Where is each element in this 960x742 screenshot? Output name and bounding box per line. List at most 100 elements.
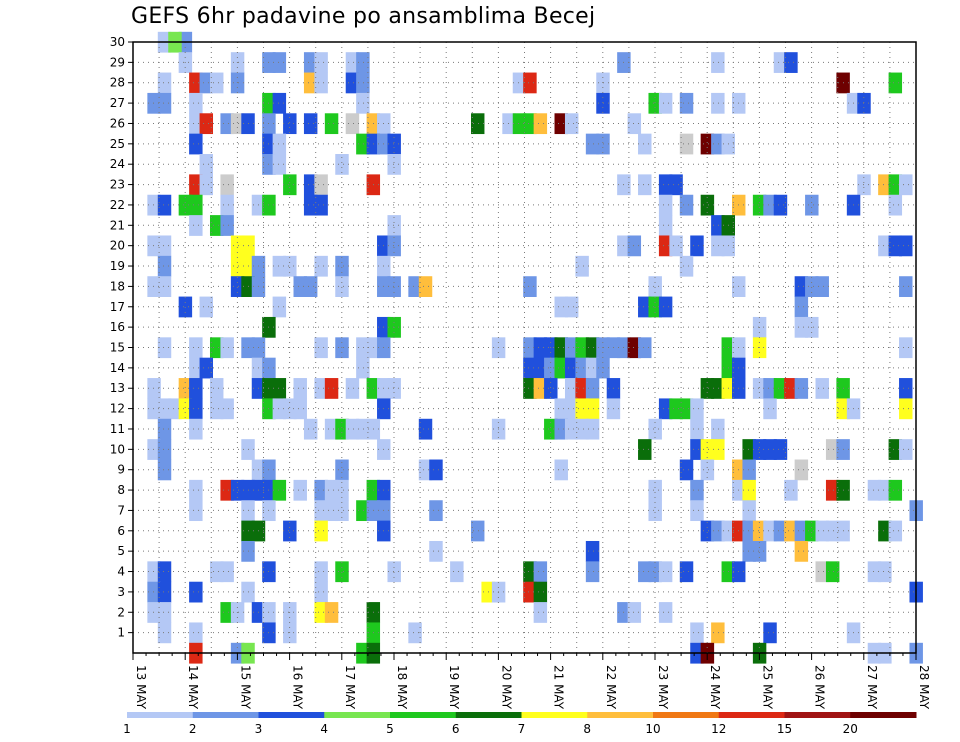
heatmap-cell bbox=[627, 337, 642, 359]
heatmap-cell bbox=[585, 378, 600, 399]
heatmap-cell bbox=[293, 378, 307, 399]
heatmap-cell bbox=[825, 479, 840, 501]
heatmap-cell bbox=[638, 337, 652, 359]
heatmap-cell bbox=[700, 439, 715, 460]
colorbar-segment bbox=[455, 712, 522, 718]
y-tick-label: 5 bbox=[117, 544, 125, 558]
heatmap-cell bbox=[658, 561, 673, 583]
heatmap-cell bbox=[523, 113, 537, 135]
heatmap-cell bbox=[324, 418, 339, 440]
heatmap-cell bbox=[189, 194, 203, 216]
heatmap-cell bbox=[189, 92, 203, 114]
heatmap-cell bbox=[189, 72, 203, 94]
heatmap-cell bbox=[178, 296, 193, 318]
heatmap-cell bbox=[303, 194, 318, 216]
colorbar-label: 10 bbox=[645, 722, 660, 736]
heatmap-cell bbox=[147, 581, 161, 603]
heatmap-cell bbox=[418, 418, 433, 440]
heatmap-cell bbox=[199, 113, 214, 135]
heatmap-cell bbox=[450, 561, 464, 583]
heatmap-cell bbox=[345, 72, 360, 94]
heatmap-cell bbox=[805, 194, 819, 216]
heatmap-cell bbox=[199, 72, 214, 94]
heatmap-cell bbox=[658, 174, 673, 196]
heatmap-cell bbox=[283, 255, 297, 277]
heatmap-cell bbox=[293, 479, 307, 501]
heatmap-cell bbox=[147, 378, 161, 399]
heatmap-cell bbox=[147, 561, 161, 583]
heatmap-cell bbox=[356, 92, 370, 114]
heatmap-cell bbox=[335, 500, 349, 522]
colorbar-segment bbox=[587, 712, 654, 718]
heatmap-cell bbox=[752, 194, 767, 216]
heatmap-cell bbox=[888, 235, 903, 257]
heatmap-cell bbox=[147, 602, 161, 623]
heatmap-cell bbox=[711, 439, 725, 460]
heatmap-cell bbox=[773, 194, 788, 216]
heatmap-cell bbox=[805, 520, 819, 542]
heatmap-cell bbox=[575, 418, 589, 440]
heatmap-cell bbox=[157, 398, 172, 420]
colorbar-segment bbox=[653, 712, 720, 718]
heatmap-cell bbox=[888, 439, 903, 460]
y-tick-label: 2 bbox=[117, 605, 125, 619]
colorbar-segment bbox=[324, 712, 391, 718]
heatmap-cell bbox=[523, 561, 537, 583]
heatmap-cell bbox=[763, 622, 777, 644]
heatmap-cell bbox=[711, 520, 725, 542]
y-tick-label: 25 bbox=[110, 137, 125, 151]
heatmap-cell bbox=[209, 72, 224, 94]
heatmap-cell bbox=[857, 92, 871, 114]
colorbar-segment bbox=[390, 712, 457, 718]
heatmap-cell bbox=[752, 520, 767, 542]
y-tick-label: 8 bbox=[117, 483, 125, 497]
heatmap-cell bbox=[324, 500, 339, 522]
colorbar-label: 15 bbox=[777, 722, 792, 736]
heatmap-cell bbox=[512, 72, 527, 94]
heatmap-cell bbox=[230, 235, 245, 257]
heatmap-cell bbox=[220, 194, 234, 216]
heatmap-cell bbox=[867, 479, 882, 501]
heatmap-cell bbox=[585, 133, 600, 155]
x-tick-label: 27 MAY bbox=[865, 665, 879, 710]
heatmap-cell bbox=[314, 52, 328, 73]
heatmap-cell bbox=[283, 520, 297, 542]
heatmap-cell bbox=[544, 378, 558, 399]
heatmap-cell bbox=[220, 215, 234, 236]
heatmap-cell bbox=[523, 357, 537, 379]
heatmap-cell bbox=[272, 52, 287, 73]
heatmap-cell bbox=[794, 276, 809, 297]
heatmap-cell bbox=[471, 520, 485, 542]
heatmap-cell bbox=[199, 357, 214, 379]
heatmap-cell bbox=[899, 439, 913, 460]
heatmap-cell bbox=[658, 92, 673, 114]
heatmap-cell bbox=[189, 174, 203, 196]
heatmap-cell bbox=[690, 439, 704, 460]
heatmap-cell bbox=[742, 459, 756, 481]
heatmap-cell bbox=[387, 561, 401, 583]
heatmap-cell bbox=[345, 418, 360, 440]
heatmap-cell bbox=[742, 520, 756, 542]
heatmap-cell bbox=[554, 337, 568, 359]
heatmap-cell bbox=[189, 398, 203, 420]
heatmap-cell bbox=[679, 459, 694, 481]
heatmap-cell bbox=[878, 561, 892, 583]
heatmap-cell bbox=[564, 418, 579, 440]
heatmap-cell bbox=[209, 561, 224, 583]
heatmap-cell bbox=[356, 52, 370, 73]
heatmap-cell bbox=[585, 561, 600, 583]
heatmap-cell bbox=[742, 479, 756, 501]
y-tick-label: 19 bbox=[110, 259, 125, 273]
heatmap-cell bbox=[168, 398, 182, 420]
x-tick-label: 23 MAY bbox=[656, 665, 670, 710]
heatmap-cell bbox=[888, 479, 903, 501]
y-tick-label: 3 bbox=[117, 585, 125, 599]
heatmap-cell bbox=[585, 418, 600, 440]
heatmap-cell bbox=[585, 540, 600, 562]
heatmap-cell bbox=[888, 194, 903, 216]
heatmap-cell bbox=[303, 72, 318, 94]
heatmap-cell bbox=[784, 52, 798, 73]
heatmap-cell bbox=[888, 174, 903, 196]
heatmap-cell bbox=[596, 357, 610, 379]
heatmap-cell bbox=[711, 378, 725, 399]
